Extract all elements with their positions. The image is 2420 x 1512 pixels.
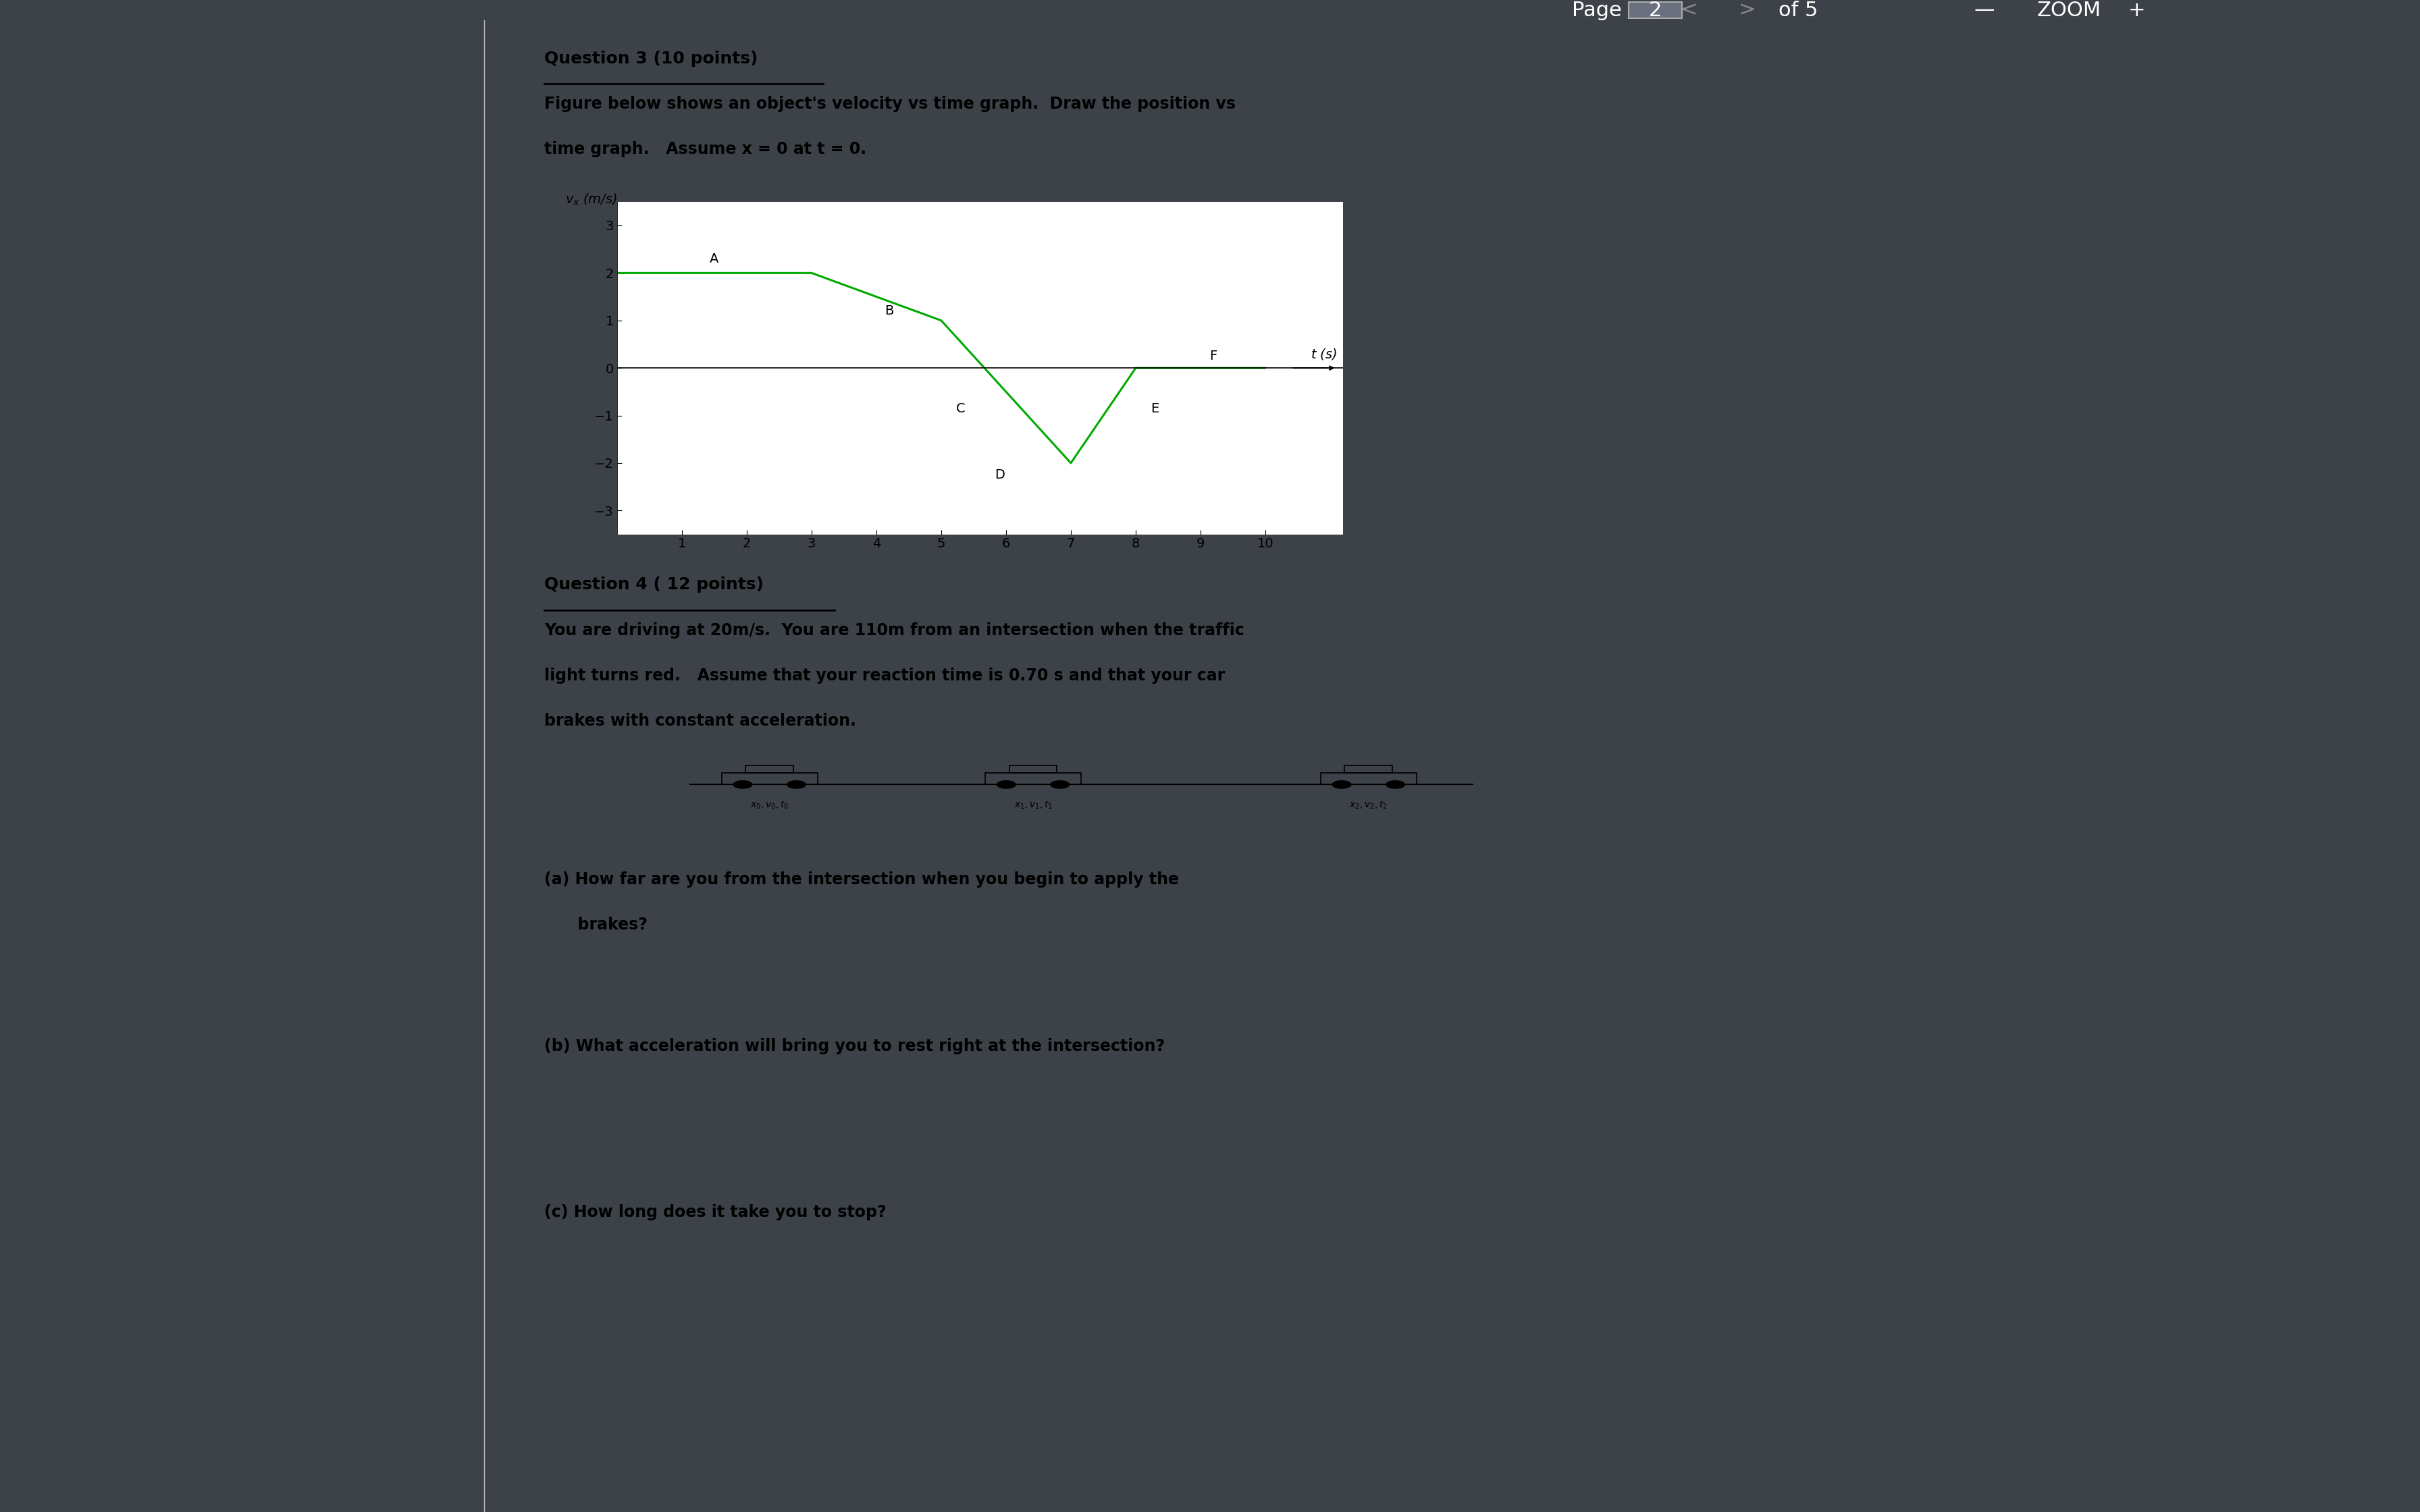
Circle shape [997,780,1016,788]
Text: >: > [1738,0,1757,20]
Text: You are driving at 20m/s.  You are 110m from an intersection when the traffic: You are driving at 20m/s. You are 110m f… [544,621,1244,638]
Text: —: — [1975,0,1994,20]
Text: light turns red.   Assume that your reaction time is 0.70 s and that your car: light turns red. Assume that your reacti… [544,667,1225,683]
Text: (b) What acceleration will bring you to rest right at the intersection?: (b) What acceleration will bring you to … [544,1037,1164,1054]
Bar [721,773,818,785]
Text: of 5: of 5 [1779,0,1817,20]
Text: $t$ (s): $t$ (s) [1312,346,1338,361]
Bar [1009,765,1058,773]
Text: brakes with constant acceleration.: brakes with constant acceleration. [544,712,857,729]
Text: Question 4 ( 12 points): Question 4 ( 12 points) [544,576,765,593]
Text: E: E [1152,402,1159,414]
Text: F: F [1210,349,1217,363]
Circle shape [786,780,806,788]
Text: $v_x$ (m/s): $v_x$ (m/s) [566,192,617,207]
Text: $x_2, v_2, t_2$: $x_2, v_2, t_2$ [1350,800,1387,810]
Text: (c) How long does it take you to stop?: (c) How long does it take you to stop? [544,1204,886,1220]
Text: $x_1, v_1, t_1$: $x_1, v_1, t_1$ [1014,800,1053,810]
Text: +: + [2127,0,2147,20]
Text: Figure below shows an object's velocity vs time graph.  Draw the position vs: Figure below shows an object's velocity … [544,95,1237,112]
Text: Page: Page [1571,0,1621,20]
Bar [985,773,1082,785]
Text: time graph.   Assume x = 0 at t = 0.: time graph. Assume x = 0 at t = 0. [544,141,866,157]
Circle shape [1333,780,1350,788]
Text: <: < [1679,0,1699,20]
Circle shape [1387,780,1404,788]
Text: A: A [709,253,719,265]
Text: Question 3 (10 points): Question 3 (10 points) [544,50,757,67]
Text: D: D [995,469,1004,481]
Bar [1346,765,1391,773]
Circle shape [1050,780,1070,788]
Bar [745,765,794,773]
Text: C: C [956,402,966,414]
Text: brakes?: brakes? [544,916,649,933]
Text: $x_0, v_0, t_0$: $x_0, v_0, t_0$ [750,800,789,810]
Text: ZOOM: ZOOM [2038,0,2101,20]
Text: B: B [886,304,893,318]
Bar [1321,773,1416,785]
Text: (a) How far are you from the intersection when you begin to apply the: (a) How far are you from the intersectio… [544,871,1179,888]
Circle shape [733,780,753,788]
